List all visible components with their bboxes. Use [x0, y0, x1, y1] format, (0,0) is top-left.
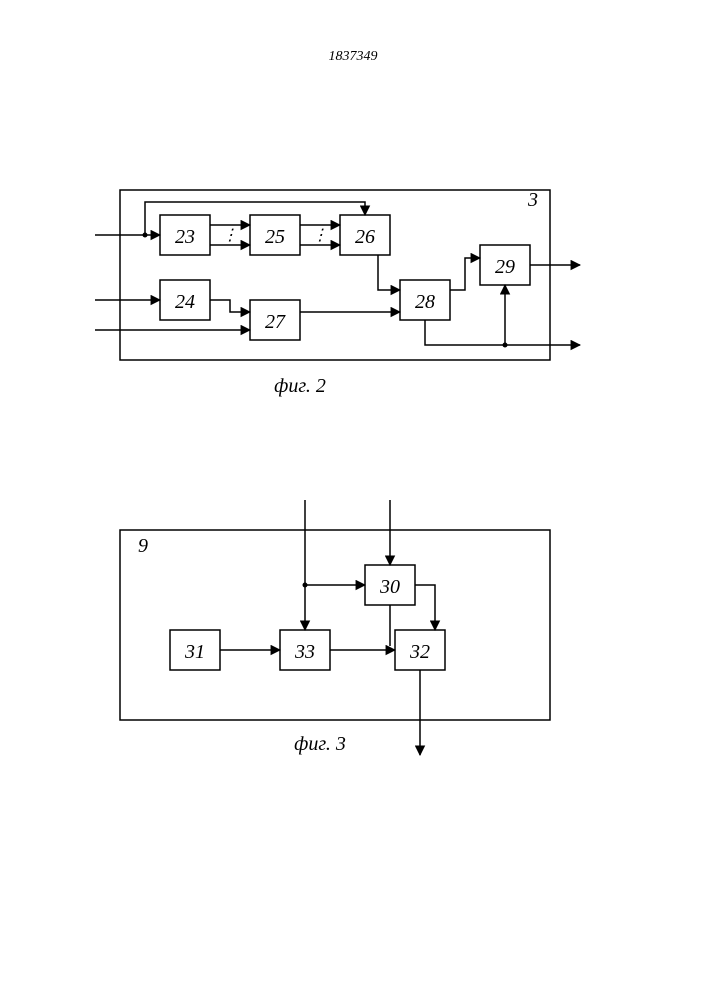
box-23-label: 23 [175, 226, 195, 248]
junction-2 [503, 343, 508, 348]
box-24: 24 [160, 280, 210, 320]
box-31: 31 [170, 630, 220, 670]
box-33-label: 33 [294, 641, 315, 663]
box-27: 27 [250, 300, 300, 340]
figure-3: 9 30 31 33 32 фиг. 3 [120, 500, 550, 755]
edge-28-out [425, 320, 580, 345]
box-23: 23 [160, 215, 210, 255]
fig3-outer-label: 9 [138, 535, 148, 557]
junction-1 [143, 233, 148, 238]
ellipsis-23-25: ⋮ [222, 227, 238, 244]
box-28-label: 28 [415, 291, 435, 313]
box-30: 30 [365, 565, 415, 605]
box-25-label: 25 [265, 226, 285, 248]
fig2-caption: фиг. 2 [274, 375, 326, 397]
box-26-label: 26 [355, 226, 375, 248]
diagram-canvas: 1837349 3 23 25 26 24 27 28 [0, 0, 707, 1000]
junction-3 [303, 583, 308, 588]
fig2-outer-label: 3 [527, 189, 538, 211]
fig3-caption: фиг. 3 [294, 733, 346, 755]
page: { "page_number": "1837349", "fig2": { "c… [0, 0, 707, 1000]
box-28: 28 [400, 280, 450, 320]
box-25: 25 [250, 215, 300, 255]
box-31-label: 31 [184, 641, 205, 663]
box-32-label: 32 [409, 641, 430, 663]
box-30-label: 30 [379, 576, 400, 598]
page-number: 1837349 [329, 49, 378, 64]
box-29-label: 29 [495, 256, 515, 278]
edge-26-28 [378, 255, 400, 290]
edge-24-27 [210, 300, 250, 312]
ellipsis-25-26: ⋮ [312, 227, 328, 244]
box-27-label: 27 [265, 311, 286, 333]
fig3-outer-box [120, 530, 550, 720]
edge-28-29 [450, 258, 480, 290]
box-26: 26 [340, 215, 390, 255]
edge-30-32 [415, 585, 435, 630]
box-33: 33 [280, 630, 330, 670]
box-29: 29 [480, 245, 530, 285]
box-32: 32 [395, 630, 445, 670]
box-24-label: 24 [175, 291, 195, 313]
figure-2: 3 23 25 26 24 27 28 29 [95, 189, 580, 397]
